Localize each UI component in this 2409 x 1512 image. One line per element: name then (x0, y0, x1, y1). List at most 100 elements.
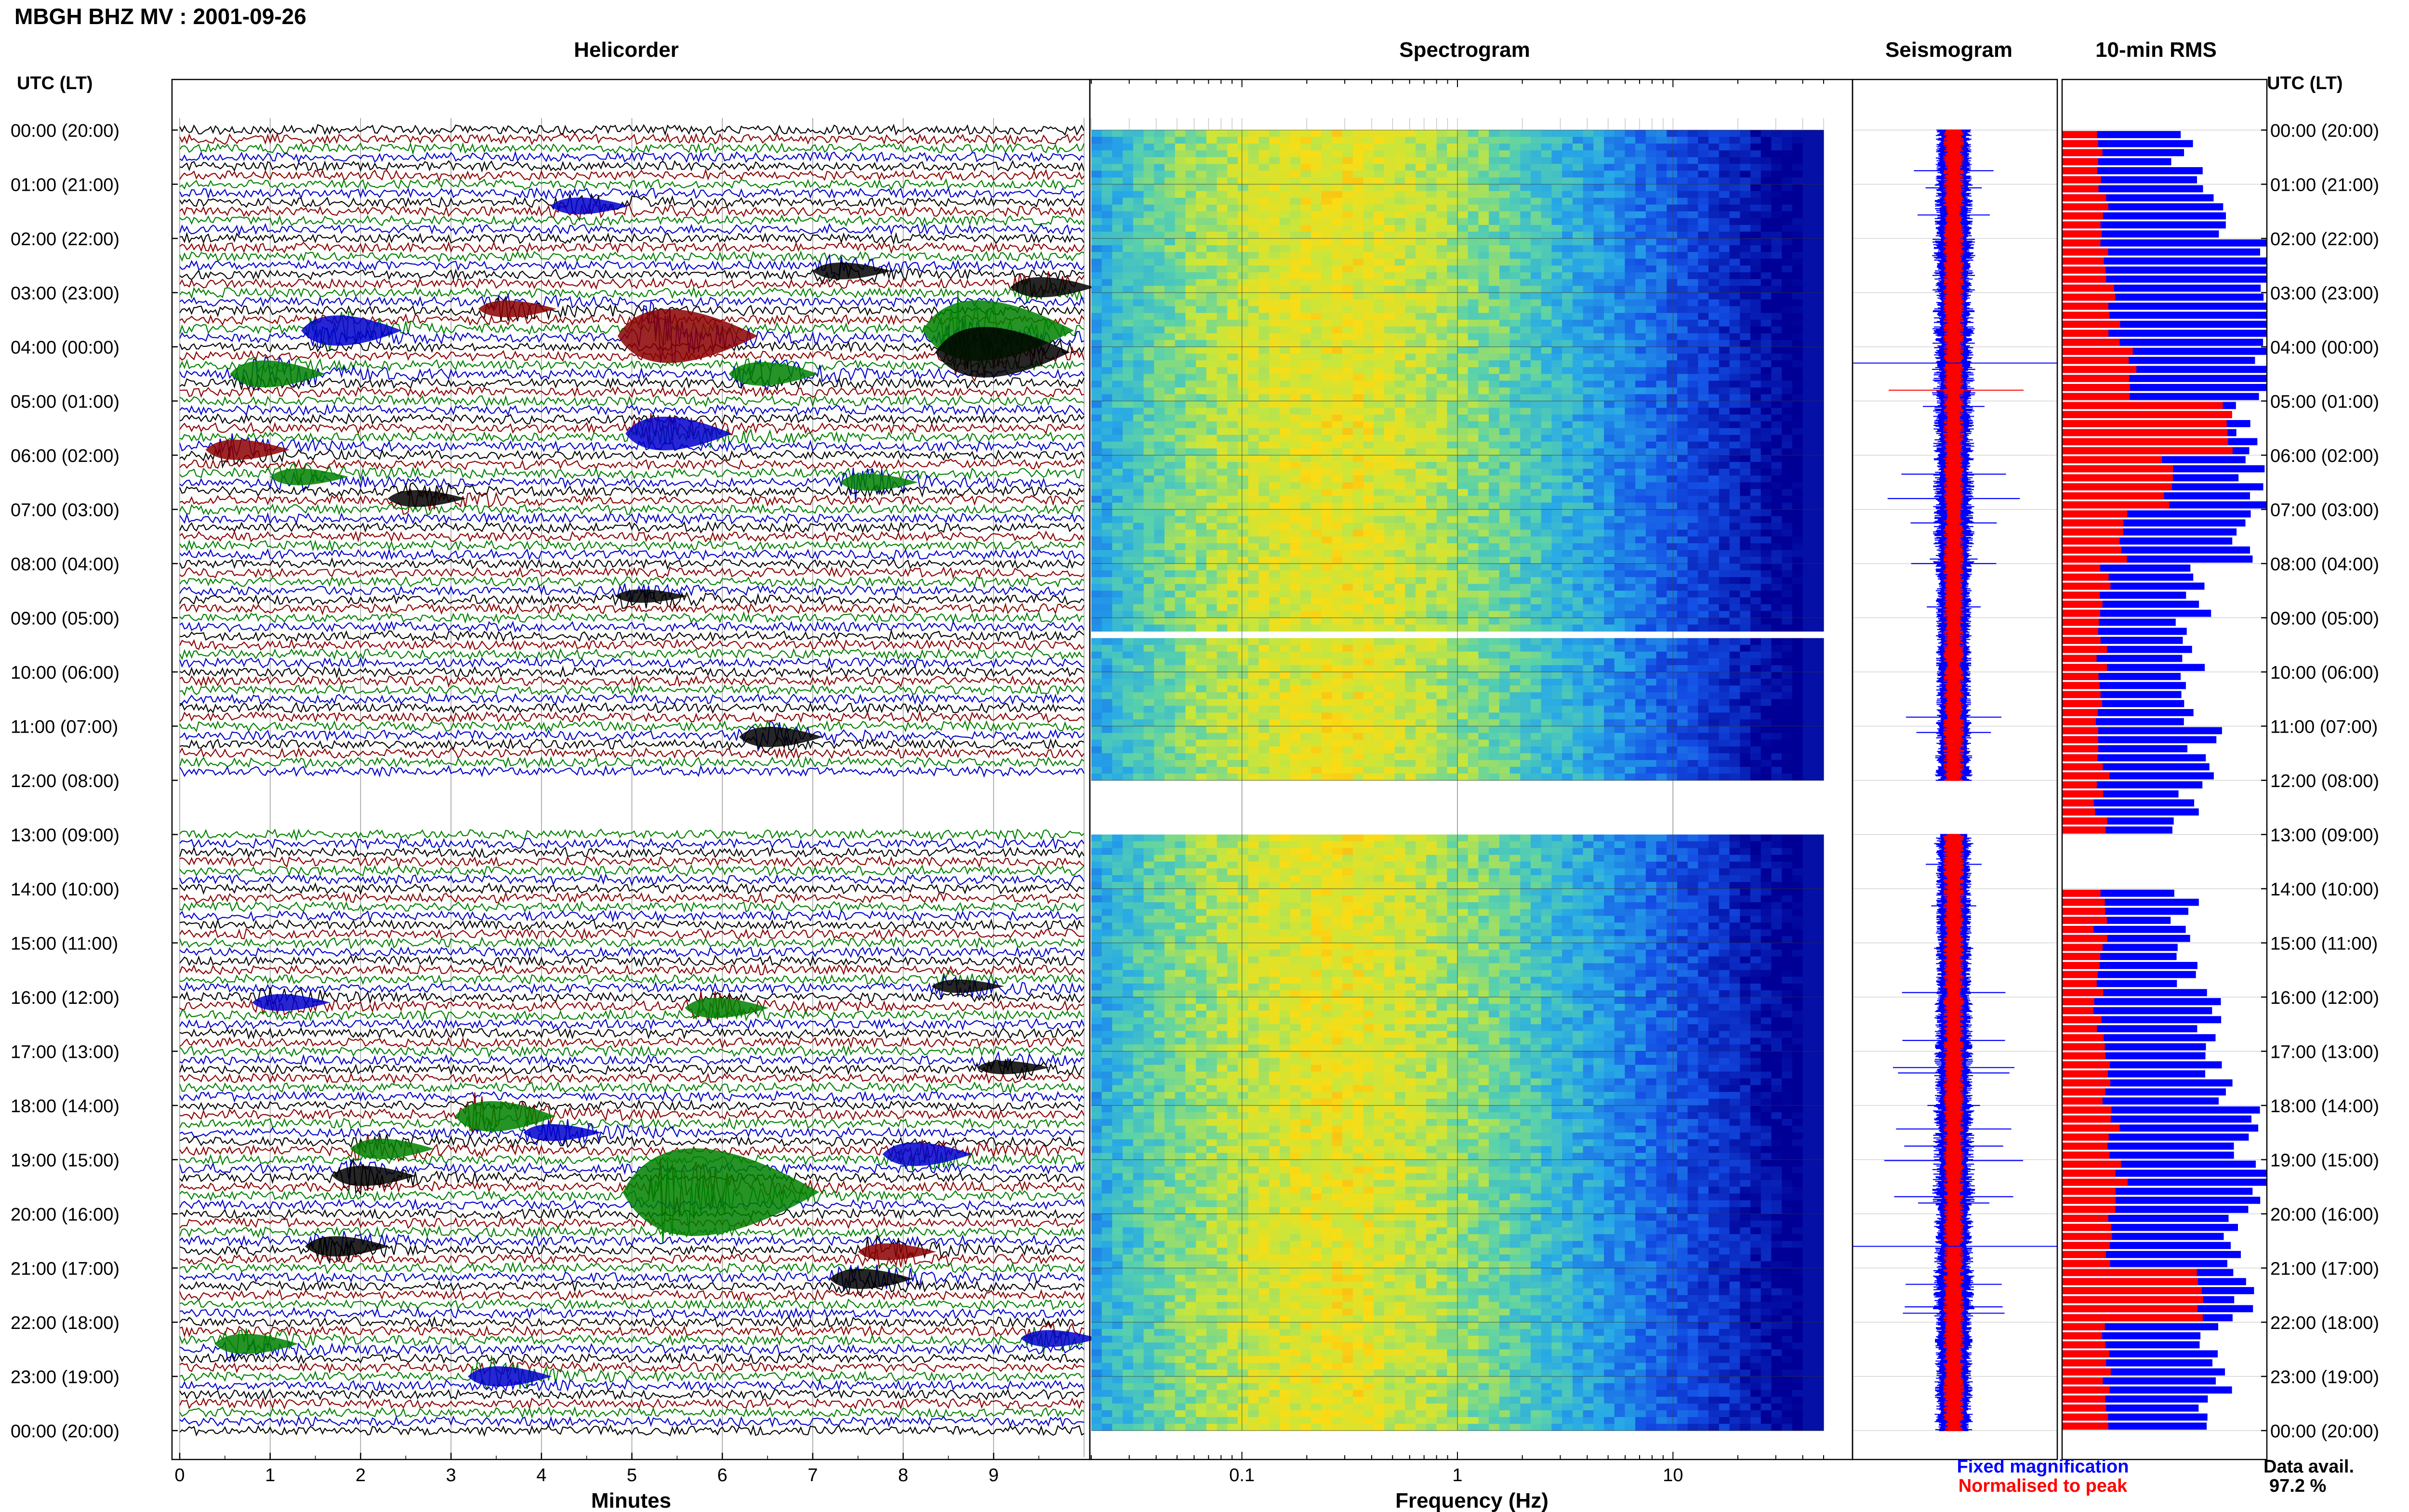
spectrogram-cell (1468, 469, 1479, 476)
spectrogram-cell (1405, 224, 1416, 232)
spectrogram-cell (1520, 184, 1531, 192)
spectrogram-cell (1206, 482, 1218, 489)
spectrogram-cell (1258, 286, 1270, 293)
spectrogram-cell (1374, 502, 1385, 510)
spectrogram-cell (1290, 164, 1301, 171)
spectrogram-cell (1091, 401, 1102, 408)
spectrogram-cell (1405, 333, 1416, 341)
spectrogram-cell (1625, 543, 1636, 551)
spectrogram-cell (1426, 252, 1437, 259)
spectrogram-cell (1593, 482, 1604, 489)
spectrogram-cell (1405, 434, 1416, 442)
spectrogram-cell (1269, 130, 1280, 137)
spectrogram-cell (1625, 475, 1636, 483)
spectrogram-cell (1447, 516, 1458, 524)
spectrogram-cell (1133, 177, 1144, 184)
spectrogram-cell (1123, 150, 1134, 158)
spectrogram-cell (1813, 218, 1824, 225)
spectrogram-cell (1614, 516, 1625, 524)
spectrogram-cell (1248, 130, 1259, 137)
spectrogram-cell (1300, 238, 1311, 246)
spectrogram-cell (1416, 428, 1427, 435)
spectrogram-cell (1708, 299, 1720, 307)
spectrogram-cell (1363, 252, 1374, 259)
spectrogram-cell (1457, 489, 1469, 496)
spectrogram-cell (1489, 401, 1500, 408)
spectrogram-cell (1457, 509, 1469, 517)
spectrogram-cell (1583, 414, 1594, 422)
spectrogram-cell (1426, 509, 1437, 517)
spectrogram-cell (1813, 469, 1824, 476)
spectrogram-cell (1091, 144, 1102, 151)
spectrogram-cell (1625, 197, 1636, 205)
spectrogram-cell (1206, 401, 1218, 408)
spectrogram-cell (1667, 509, 1678, 517)
spectrogram-cell (1478, 137, 1489, 144)
spectrogram-cell (1478, 394, 1489, 401)
spectrogram-cell (1520, 536, 1531, 544)
spectrogram-cell (1123, 414, 1134, 422)
spectrogram-cell (1792, 523, 1803, 530)
spectrogram-cell (1760, 191, 1772, 198)
spectrogram-cell (1217, 224, 1228, 232)
spectrogram-cell (1667, 224, 1678, 232)
spectrogram-cell (1813, 381, 1824, 388)
spectrogram-cell (1740, 130, 1751, 137)
spectrogram-cell (1572, 197, 1584, 205)
spectrogram-cell (1238, 556, 1249, 564)
spectrogram-cell (1227, 245, 1238, 252)
spectrogram-cell (1457, 326, 1469, 334)
spectrogram-cell (1708, 509, 1720, 517)
spectrogram-cell (1531, 509, 1542, 517)
spectrogram-cell (1645, 224, 1657, 232)
spectrogram-cell (1300, 577, 1311, 584)
helicorder-trace (179, 261, 1085, 285)
spectrogram-cell (1635, 496, 1646, 503)
spectrogram-cell (1792, 211, 1803, 219)
spectrogram-cell (1750, 224, 1761, 232)
spectrogram-cell (1478, 536, 1489, 544)
spectrogram-cell (1572, 245, 1584, 252)
helicorder-trace (179, 864, 1085, 877)
spectrogram-cell (1269, 401, 1280, 408)
spectrogram-cell (1792, 171, 1803, 178)
spectrogram-cell (1687, 523, 1698, 530)
spectrogram-cell (1457, 245, 1469, 252)
helicorder-trace (179, 385, 1085, 398)
spectrogram-cell (1572, 367, 1584, 374)
spectrogram-cell (1206, 144, 1218, 151)
spectrogram-cell (1625, 469, 1636, 476)
spectrogram-cell (1667, 171, 1678, 178)
spectrogram-cell (1290, 516, 1301, 524)
spectrogram-cell (1238, 299, 1249, 307)
spectrogram-cell (1300, 584, 1311, 591)
spectrogram-cell (1698, 137, 1709, 144)
spectrogram-cell (1447, 570, 1458, 578)
spectrogram-cell (1782, 279, 1793, 286)
spectrogram-cell (1321, 313, 1332, 320)
spectrogram-cell (1520, 177, 1531, 184)
spectrogram-cell (1279, 218, 1291, 225)
spectrogram-cell (1101, 245, 1112, 252)
spectrogram-cell (1750, 197, 1761, 205)
spectrogram-cell (1143, 204, 1154, 212)
spectrogram-cell (1290, 394, 1301, 401)
spectrogram-cell (1760, 313, 1772, 320)
spectrogram-cell (1771, 428, 1782, 435)
spectrogram-cell (1196, 292, 1207, 300)
spectrogram-cell (1625, 299, 1636, 307)
spectrogram-cell (1196, 408, 1207, 415)
spectrogram-cell (1667, 197, 1678, 205)
spectrogram-cell (1468, 381, 1479, 388)
spectrogram-cell (1782, 333, 1793, 341)
spectrogram-cell (1332, 265, 1343, 273)
spectrogram-cell (1238, 509, 1249, 517)
spectrogram-cell (1667, 489, 1678, 496)
spectrogram-cell (1133, 144, 1144, 151)
spectrogram-cell (1656, 360, 1667, 368)
spectrogram-cell (1227, 529, 1238, 537)
spectrogram-cell (1635, 313, 1646, 320)
spectrogram-cell (1238, 224, 1249, 232)
spectrogram-cell (1217, 204, 1228, 212)
spectrogram-cell (1175, 469, 1186, 476)
